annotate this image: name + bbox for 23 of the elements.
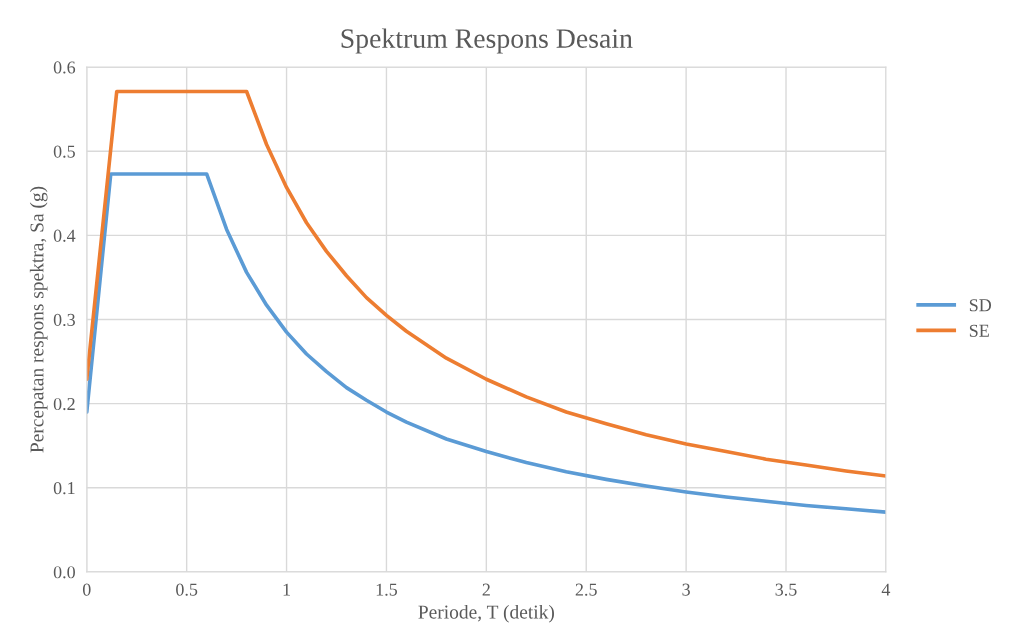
x-tick-label: 1.5 (376, 583, 398, 596)
legend-label: SD (969, 299, 992, 312)
y-tick-label: 0.1 (53, 482, 75, 495)
x-tick-label: 2 (482, 583, 490, 596)
x-tick-label: 4 (881, 583, 891, 596)
y-tick-label: 0.0 (53, 566, 75, 579)
y-axis-title: Percepatan respons spektra, Sa (g) (29, 186, 48, 453)
y-tick-label: 0.2 (53, 397, 75, 411)
x-tick-label: 2.5 (575, 583, 597, 596)
legend-label: SE (969, 324, 989, 337)
y-tick-label: 0.4 (53, 229, 76, 242)
x-tick-label: 0.5 (176, 583, 198, 596)
line-series (86, 172, 886, 514)
x-tick-label: 3 (682, 583, 690, 596)
line-series (86, 89, 886, 478)
chart-title: Spektrum Respons Desain (341, 28, 633, 54)
y-tick-label: 0.6 (53, 61, 76, 74)
x-tick-label: 0 (82, 583, 91, 596)
x-tick-label: 1 (283, 583, 290, 596)
y-tick-label: 0.3 (53, 313, 75, 327)
x-axis-title: Periode, T (detik) (418, 604, 554, 623)
y-tick-label: 0.5 (53, 145, 75, 158)
x-tick-label: 3.5 (775, 583, 797, 596)
